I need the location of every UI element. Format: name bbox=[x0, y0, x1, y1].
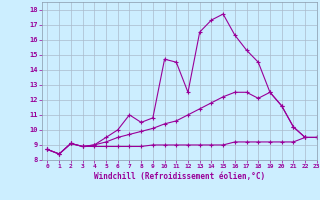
X-axis label: Windchill (Refroidissement éolien,°C): Windchill (Refroidissement éolien,°C) bbox=[94, 172, 265, 181]
